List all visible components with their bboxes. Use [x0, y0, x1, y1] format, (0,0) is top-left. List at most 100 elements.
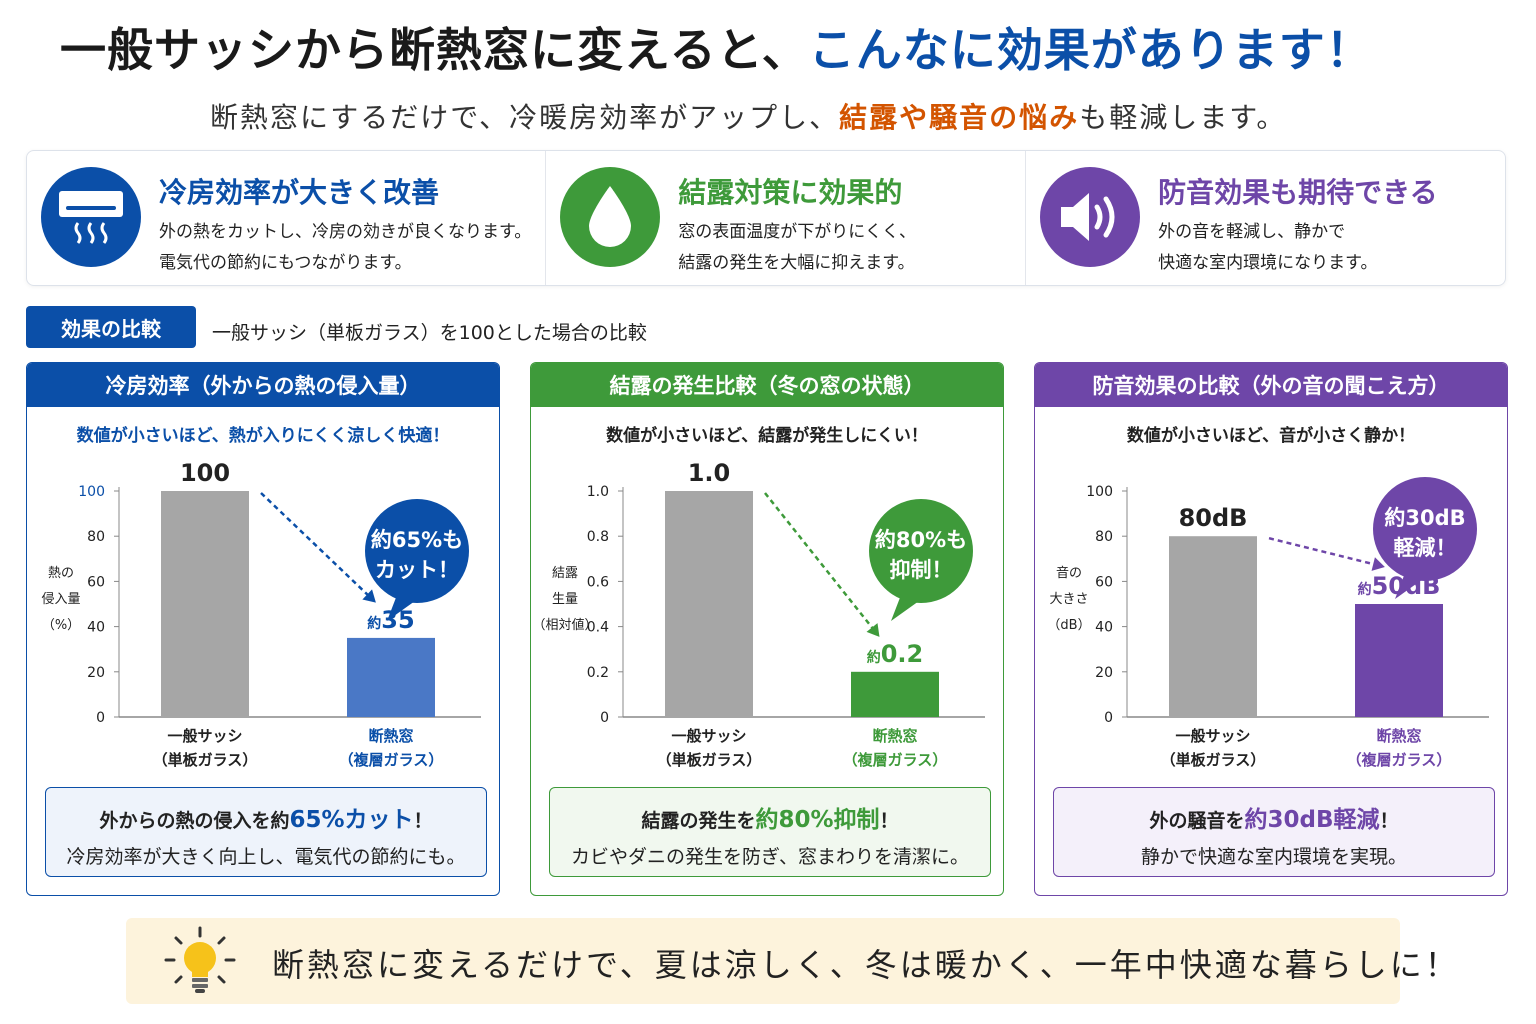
subtitle-highlight: 結露や騒音の悩み — [839, 101, 1080, 134]
y-tick-label: 40 — [1095, 620, 1113, 636]
summary-line1: 結露の発生を約80%抑制！ — [550, 800, 990, 834]
panel-header: 結露の発生比較（冬の窓の状態） — [531, 363, 1003, 407]
feature-title: 結露対策に効果的 — [678, 176, 903, 209]
summary-line2: 冷房効率が大きく向上し、電気代の節約にも。 — [66, 846, 466, 868]
summary-post: ！ — [1379, 810, 1399, 832]
summary-pre: 結露の発生を — [641, 810, 756, 832]
summary-line1: 外からの熱の侵入を約65%カット！ — [46, 800, 486, 834]
reduction-arrow — [764, 492, 878, 635]
bar-insulated-window — [347, 637, 435, 717]
bar-insulated-window — [1355, 604, 1443, 717]
category-label-insulated: 断熱窓 — [368, 727, 413, 745]
y-tick-label: 20 — [87, 665, 105, 681]
bar-insulated-window — [851, 671, 939, 717]
panel-note: 数値が小さいほど、音が小さく静か！ — [1126, 426, 1416, 446]
y-axis-label: （%） — [42, 618, 80, 633]
feature-title: 冷房効率が大きく改善 — [159, 176, 440, 209]
summary-pre: 外からの熱の侵入を約 — [99, 810, 290, 832]
summary-post: ！ — [879, 810, 899, 832]
y-axis-label: 侵入量 — [41, 591, 80, 607]
category-label-standard: 一般サッシ — [167, 727, 242, 745]
footer-text: 断熱窓に変えるだけで、夏は涼しく、冬は暖かく、一年中快適な暮らしに！ — [272, 946, 1460, 984]
y-tick-label: 100 — [1086, 484, 1113, 500]
y-tick-label: 0.6 — [587, 574, 609, 590]
y-tick-label: 80 — [1095, 529, 1113, 545]
summary-highlight: 約30dB軽減 — [1244, 807, 1380, 833]
feature-card-soundproof: 防音効果も期待できる 外の音を軽減し、静かで 快適な室内環境になります。 — [1026, 151, 1505, 285]
y-tick-label: 60 — [1095, 574, 1113, 590]
reduction-arrow — [260, 492, 374, 601]
feature-card-cooling: 冷房効率が大きく改善 外の熱をカットし、冷房の効きが良くなります。 電気代の節約… — [27, 151, 547, 285]
category-label-insulated: 断熱窓 — [1376, 727, 1421, 745]
y-tick-label: 100 — [78, 484, 105, 500]
y-tick-label: 0.2 — [587, 665, 609, 681]
bubble-text-line2: 抑制！ — [890, 558, 953, 582]
chart-panel-cooling: 冷房効率（外からの熱の侵入量） 数値が小さいほど、熱が入りにくく涼しく快適！ 0… — [26, 362, 500, 896]
footer-banner: 断熱窓に変えるだけで、夏は涼しく、冬は暖かく、一年中快適な暮らしに！ — [126, 918, 1457, 1004]
panel-summary: 外からの熱の侵入を約65%カット！ 冷房効率が大きく向上し、電気代の節約にも。 — [45, 787, 487, 877]
title-main: 一般サッシから断熱窓に変えると、 — [60, 23, 809, 77]
data-label-insulated: 約0.2 — [867, 640, 924, 668]
y-axis-label: （dB） — [1047, 618, 1090, 633]
category-label-standard: （単板ガラス） — [153, 751, 258, 769]
panel-summary: 外の騒音を約30dB軽減！ 静かで快適な室内環境を実現。 — [1053, 787, 1495, 877]
y-tick-label: 0 — [600, 710, 609, 726]
comparison-note: 一般サッシ（単板ガラス）を100とした場合の比較 — [212, 322, 647, 344]
y-tick-label: 1.0 — [587, 484, 609, 500]
category-label-insulated: （複層ガラス） — [1347, 751, 1452, 769]
bar-standard-sash — [665, 491, 753, 717]
subtitle-post: も軽減します。 — [1079, 101, 1287, 134]
summary-line1: 外の騒音を約30dB軽減！ — [1054, 800, 1494, 834]
category-label-insulated: （複層ガラス） — [339, 751, 444, 769]
arrow-head — [866, 623, 880, 637]
y-tick-label: 0.8 — [587, 529, 609, 545]
bar-chart: 020406080100音の大きさ（dB）80dB約50dB約30dB軽減！一般… — [1047, 477, 1489, 769]
chart-panel-soundproof: 防音効果の比較（外の音の聞こえ方） 数値が小さいほど、音が小さく静か！ 0 20 4… — [1034, 362, 1508, 896]
bubble-text-line1: 約65%も — [371, 528, 463, 552]
summary-line2: カビやダニの発生を防ぎ、窓まわりを清潔に。 — [570, 846, 970, 868]
chart-panel-condensation: 結露の発生比較（冬の窓の状態） 数値が小さいほど、結露が発生しにくい！ 0 0.2… — [530, 362, 1004, 896]
y-tick-label: 0.4 — [587, 620, 609, 636]
annotation-bubble — [869, 499, 973, 603]
feature-desc-line2: 結露の発生を大幅に抑えます。 — [678, 253, 915, 273]
title-highlight: こんなに効果があります！ — [808, 23, 1373, 77]
page-subtitle: 断熱窓にするだけで、冷暖房効率がアップし、結露や騒音の悩みも軽減します。 — [210, 96, 1286, 136]
data-label-insulated: 約35 — [367, 606, 414, 634]
feature-desc-line1: 外の熱をカットし、冷房の効きが良くなります。 — [159, 222, 532, 242]
category-label-standard: 一般サッシ — [1175, 727, 1250, 745]
panel-summary: 結露の発生を約80%抑制！ カビやダニの発生を防ぎ、窓まわりを清潔に。 — [549, 787, 991, 877]
reduction-arrow — [1268, 536, 1382, 568]
category-label-insulated: 断熱窓 — [872, 727, 917, 745]
bubble-text-line1: 約30dB — [1384, 506, 1465, 530]
subtitle-pre: 断熱窓にするだけで、冷暖房効率がアップし、 — [210, 101, 840, 134]
page-title: 一般サッシから断熱窓に変えると、こんなに効果があります！ — [60, 14, 1480, 80]
feature-cards: 冷房効率が大きく改善 外の熱をカットし、冷房の効きが良くなります。 電気代の節約… — [26, 150, 1506, 286]
y-axis-label: 結露 — [552, 566, 578, 581]
category-label-standard: （単板ガラス） — [1161, 751, 1266, 769]
y-axis-label: 音の — [1056, 565, 1082, 581]
bubble-text-line2: 軽減！ — [1394, 536, 1457, 560]
feature-title: 防音効果も期待できる — [1158, 176, 1438, 209]
category-label-insulated: （複層ガラス） — [843, 751, 948, 769]
arrow-head — [1371, 557, 1385, 571]
water-drop-icon — [560, 167, 661, 267]
light-bulb-icon — [162, 926, 238, 1002]
feature-desc-line2: 快適な室内環境になります。 — [1158, 253, 1378, 273]
air-conditioner-icon — [41, 167, 141, 267]
annotation-bubble — [1373, 477, 1477, 581]
panel-header: 防音効果の比較（外の音の聞こえ方） — [1035, 363, 1507, 407]
y-axis-label: 熱の — [48, 566, 74, 581]
y-tick-label: 60 — [87, 574, 105, 590]
y-axis-label: 生量 — [552, 592, 578, 607]
feature-desc-line2: 電気代の節約にもつながります。 — [159, 253, 412, 273]
y-axis-label: （相対値） — [532, 617, 597, 633]
bar-standard-sash — [161, 491, 249, 717]
data-label-standard: 1.0 — [688, 459, 731, 487]
category-label-standard: （単板ガラス） — [657, 751, 762, 769]
bubble-text-line1: 約80%も — [875, 528, 967, 552]
data-label-standard: 80dB — [1179, 504, 1248, 532]
summary-line2: 静かで快適な室内環境を実現。 — [1140, 846, 1407, 868]
summary-pre: 外の騒音を — [1149, 810, 1245, 832]
